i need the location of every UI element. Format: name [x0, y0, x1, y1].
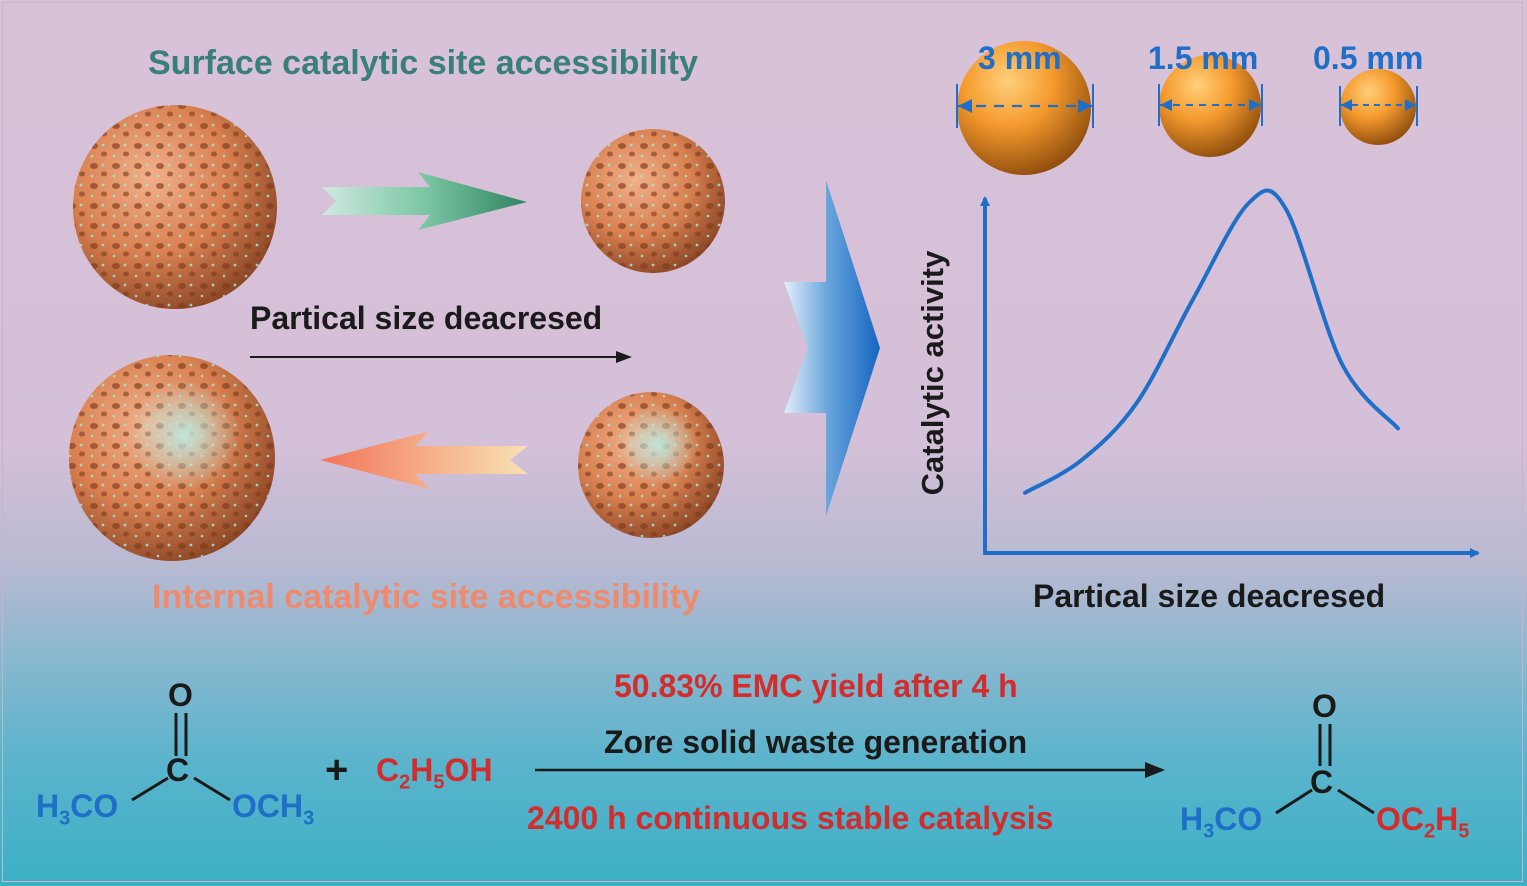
green-arrow — [322, 172, 527, 230]
chart-y-label: Catalytic activity — [915, 250, 950, 496]
large-porous-sphere-top — [73, 105, 277, 309]
product-left-co: CO — [1214, 801, 1263, 837]
reaction-arrow — [535, 762, 1165, 778]
reactant1-carbon: C — [166, 752, 190, 788]
reactant1-right-sub: 3 — [303, 807, 315, 830]
blue-chevron — [784, 180, 880, 516]
small-porous-sphere-top — [581, 129, 725, 273]
salmon-arrow — [320, 431, 528, 489]
product-carbon: C — [1310, 764, 1334, 800]
reactant1-left-group: H3CO — [36, 788, 118, 830]
reactant1-left-h: H — [36, 788, 60, 824]
size-label-0_5mm: 0.5 mm — [1313, 40, 1424, 76]
product-carbonyl-o: O — [1312, 688, 1337, 724]
reactant1-left-sub: 3 — [59, 807, 71, 830]
ethanol: C2H5OH — [376, 752, 492, 794]
surface-accessibility-label: Surface catalytic site accessibility — [148, 44, 698, 82]
ethanol-c: C — [376, 752, 400, 788]
reactant1-right-och: OCH — [232, 788, 304, 824]
particle-size-arrow-label: Partical size deacresed — [250, 300, 603, 336]
product-left-h: H — [1180, 801, 1204, 837]
chart-x-label: Partical size deacresed — [1033, 578, 1386, 614]
emc-yield-text: 50.83% EMC yield after 4 h — [614, 668, 1018, 704]
product-right-sub2: 5 — [1458, 820, 1470, 843]
sphere-1_5mm — [1158, 55, 1263, 157]
sphere-3mm — [956, 41, 1094, 175]
size-label-1_5mm: 1.5 mm — [1148, 40, 1259, 76]
ethanol-h-sub: 5 — [433, 771, 445, 794]
product-right-h: H — [1435, 801, 1459, 837]
ethanol-h: H — [410, 752, 434, 788]
product-right-oc: OC — [1376, 801, 1424, 837]
product-right-sub1: 2 — [1424, 820, 1436, 843]
reactant1-left-co: CO — [70, 788, 119, 824]
product-left-sub: 3 — [1203, 820, 1215, 843]
product-right-group: OC2H5 — [1376, 801, 1469, 843]
activity-curve — [1023, 188, 1400, 495]
ethanol-oh: OH — [444, 752, 493, 788]
plus-sign: + — [325, 748, 349, 792]
stability-text: 2400 h continuous stable catalysis — [527, 800, 1054, 836]
ethanol-c-sub: 2 — [399, 771, 411, 794]
zero-waste-text: Zore solid waste generation — [604, 724, 1028, 760]
product-left-group: H3CO — [1180, 801, 1262, 843]
size-decrease-arrow — [250, 351, 632, 363]
sphere-0_5mm — [1339, 69, 1418, 145]
small-porous-sphere-bottom — [578, 392, 724, 538]
internal-accessibility-label: Internal catalytic site accessibility — [152, 578, 701, 616]
large-porous-sphere-bottom — [69, 355, 275, 561]
reactant1-bonds — [131, 713, 231, 802]
reactant1-right-group: OCH3 — [232, 788, 314, 830]
product-bonds — [1275, 724, 1375, 815]
reactant1-carbonyl-o: O — [168, 677, 193, 713]
size-label-3mm: 3 mm — [978, 40, 1062, 76]
